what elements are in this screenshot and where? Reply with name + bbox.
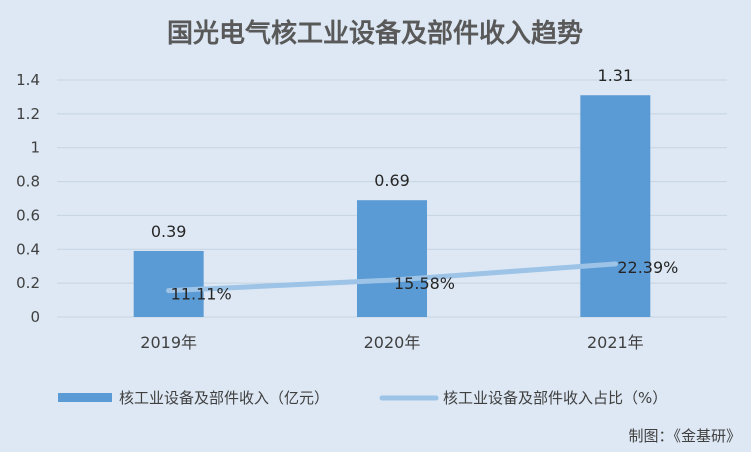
x-tick-label: 2021年 xyxy=(587,333,644,352)
line-point xyxy=(612,261,618,267)
line-series xyxy=(166,261,618,294)
line-point xyxy=(389,277,395,283)
y-tick-label: 0.8 xyxy=(16,173,40,191)
y-tick-label: 0.4 xyxy=(16,240,40,258)
legend-swatch-bar xyxy=(58,393,112,402)
bar-series xyxy=(133,95,651,317)
bar-value-label: 1.31 xyxy=(598,66,634,85)
line-value-label: 22.39% xyxy=(617,258,678,277)
legend: 核工业设备及部件收入（亿元） 核工业设备及部件收入占比（%） xyxy=(58,389,667,407)
chart-title: 国光电气核工业设备及部件收入趋势 xyxy=(167,18,583,49)
bar xyxy=(357,200,427,317)
source-note: 制图：《金基研》 xyxy=(628,427,741,445)
line-point xyxy=(166,288,172,294)
data-labels: 0.39 0.69 1.31 11.11% 15.58% 22.39% xyxy=(151,66,678,303)
bar-value-label: 0.69 xyxy=(374,171,410,190)
y-tick-label: 0 xyxy=(30,308,40,326)
bar-value-label: 0.39 xyxy=(151,222,187,241)
legend-label-bar: 核工业设备及部件收入（亿元） xyxy=(119,389,329,407)
legend-label-line: 核工业设备及部件收入占比（%） xyxy=(443,389,667,407)
x-tick-label: 2019年 xyxy=(140,333,197,352)
bar xyxy=(133,250,204,317)
y-tick-label: 0.2 xyxy=(16,274,40,292)
y-tick-label: 1.2 xyxy=(16,105,40,123)
y-axis-ticks: 0 0.2 0.4 0.6 0.8 1 1.2 1.4 xyxy=(16,71,40,326)
line-value-label: 15.58% xyxy=(394,274,455,293)
y-tick-label: 1.4 xyxy=(16,71,40,89)
bar xyxy=(580,95,651,317)
line-value-label: 11.11% xyxy=(171,285,232,304)
y-tick-label: 1 xyxy=(30,139,40,157)
y-tick-label: 0.6 xyxy=(16,206,40,224)
x-axis-ticks: 2019年 2020年 2021年 xyxy=(140,333,643,352)
x-tick-label: 2020年 xyxy=(364,333,421,352)
